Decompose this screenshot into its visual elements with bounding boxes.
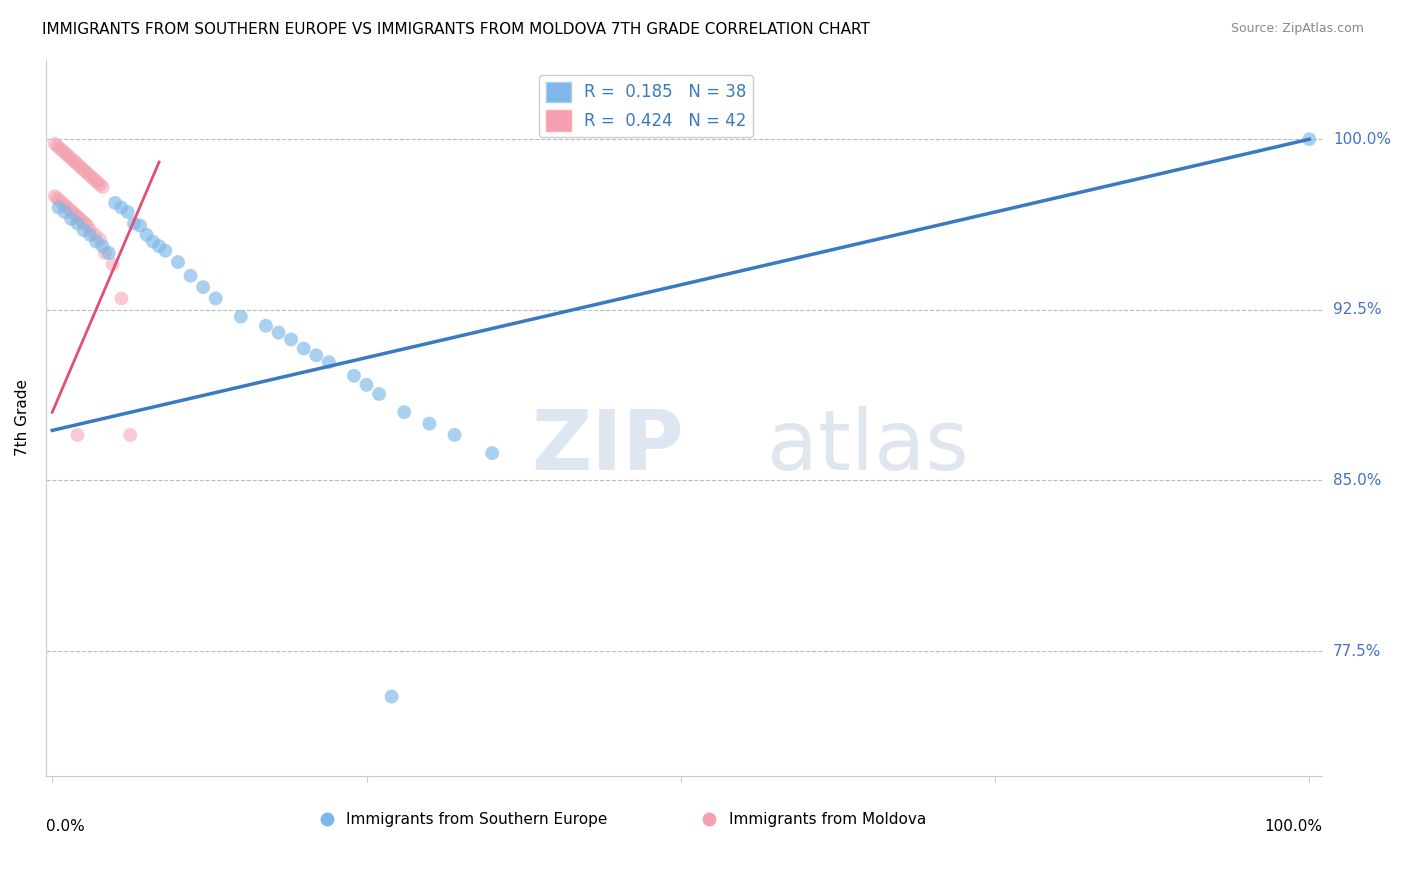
Point — [110, 292, 132, 306]
Point — [229, 310, 252, 324]
Point — [76, 219, 98, 233]
Point — [84, 173, 107, 187]
Text: 77.5%: 77.5% — [1333, 643, 1381, 658]
Text: 100.0%: 100.0% — [1264, 819, 1322, 834]
Point — [53, 205, 76, 219]
Point — [73, 164, 96, 178]
Point — [148, 239, 170, 253]
Point — [129, 219, 152, 233]
Point — [60, 211, 83, 226]
Point — [356, 378, 378, 392]
Point — [135, 227, 157, 242]
Point — [101, 257, 124, 271]
Y-axis label: 7th Grade: 7th Grade — [15, 379, 30, 457]
Point — [69, 211, 91, 226]
Point — [481, 446, 503, 460]
Point — [91, 239, 114, 253]
Point — [122, 216, 145, 230]
Point — [51, 144, 73, 158]
Point — [63, 155, 86, 169]
Point — [89, 232, 111, 246]
Text: Source: ZipAtlas.com: Source: ZipAtlas.com — [1230, 22, 1364, 36]
Point — [86, 176, 108, 190]
Point — [254, 318, 277, 333]
Point — [280, 333, 302, 347]
Point — [84, 235, 107, 249]
Point — [267, 326, 290, 340]
Point — [79, 227, 101, 242]
Point — [59, 202, 82, 217]
Point — [142, 235, 165, 249]
Point — [97, 246, 120, 260]
Point — [79, 169, 101, 183]
Point — [204, 292, 226, 306]
Point — [48, 201, 70, 215]
Point — [76, 166, 98, 180]
Point — [73, 223, 96, 237]
Point — [69, 160, 91, 174]
Point — [60, 205, 83, 219]
Point — [73, 216, 96, 230]
Point — [84, 227, 107, 242]
Text: 85.0%: 85.0% — [1333, 473, 1381, 488]
Point — [66, 428, 89, 442]
Point — [292, 342, 315, 356]
Point — [381, 690, 404, 704]
Point — [394, 405, 416, 419]
Text: IMMIGRANTS FROM SOUTHERN EUROPE VS IMMIGRANTS FROM MOLDOVA 7TH GRADE CORRELATION: IMMIGRANTS FROM SOUTHERN EUROPE VS IMMIG… — [42, 22, 870, 37]
Point — [44, 189, 66, 203]
Text: Immigrants from Moldova: Immigrants from Moldova — [728, 812, 925, 827]
Point — [305, 348, 328, 362]
Point — [44, 136, 66, 151]
Text: ZIP: ZIP — [531, 406, 683, 487]
Point — [167, 255, 190, 269]
Point — [191, 280, 214, 294]
Point — [120, 428, 142, 442]
Text: atlas: atlas — [766, 406, 969, 487]
Point — [56, 201, 79, 215]
Point — [82, 170, 104, 185]
Point — [180, 268, 202, 283]
Point — [443, 428, 465, 442]
Point — [79, 223, 101, 237]
Point — [117, 205, 139, 219]
Point — [110, 201, 132, 215]
Point — [53, 145, 76, 160]
Point — [66, 157, 89, 171]
Point — [56, 148, 79, 162]
Point — [60, 153, 83, 167]
Point — [155, 244, 177, 258]
Point — [1298, 132, 1320, 146]
Point — [104, 195, 127, 210]
Text: 100.0%: 100.0% — [1333, 132, 1391, 146]
Point — [91, 180, 114, 194]
Point — [46, 139, 69, 153]
Point — [53, 198, 76, 212]
Point — [59, 150, 82, 164]
Legend: R =  0.185   N = 38, R =  0.424   N = 42: R = 0.185 N = 38, R = 0.424 N = 42 — [538, 75, 754, 137]
Text: 92.5%: 92.5% — [1333, 302, 1382, 318]
Point — [49, 194, 72, 208]
Point — [66, 216, 89, 230]
Point — [51, 195, 73, 210]
Point — [49, 141, 72, 155]
Point — [72, 214, 94, 228]
Point — [368, 387, 391, 401]
Point — [94, 246, 117, 260]
Point — [418, 417, 440, 431]
Text: 0.0%: 0.0% — [46, 819, 84, 834]
Point — [89, 178, 111, 192]
Point — [63, 207, 86, 221]
Point — [318, 355, 340, 369]
Point — [66, 210, 89, 224]
Text: Immigrants from Southern Europe: Immigrants from Southern Europe — [346, 812, 607, 827]
Point — [343, 368, 366, 383]
Point — [46, 191, 69, 205]
Point — [72, 161, 94, 176]
